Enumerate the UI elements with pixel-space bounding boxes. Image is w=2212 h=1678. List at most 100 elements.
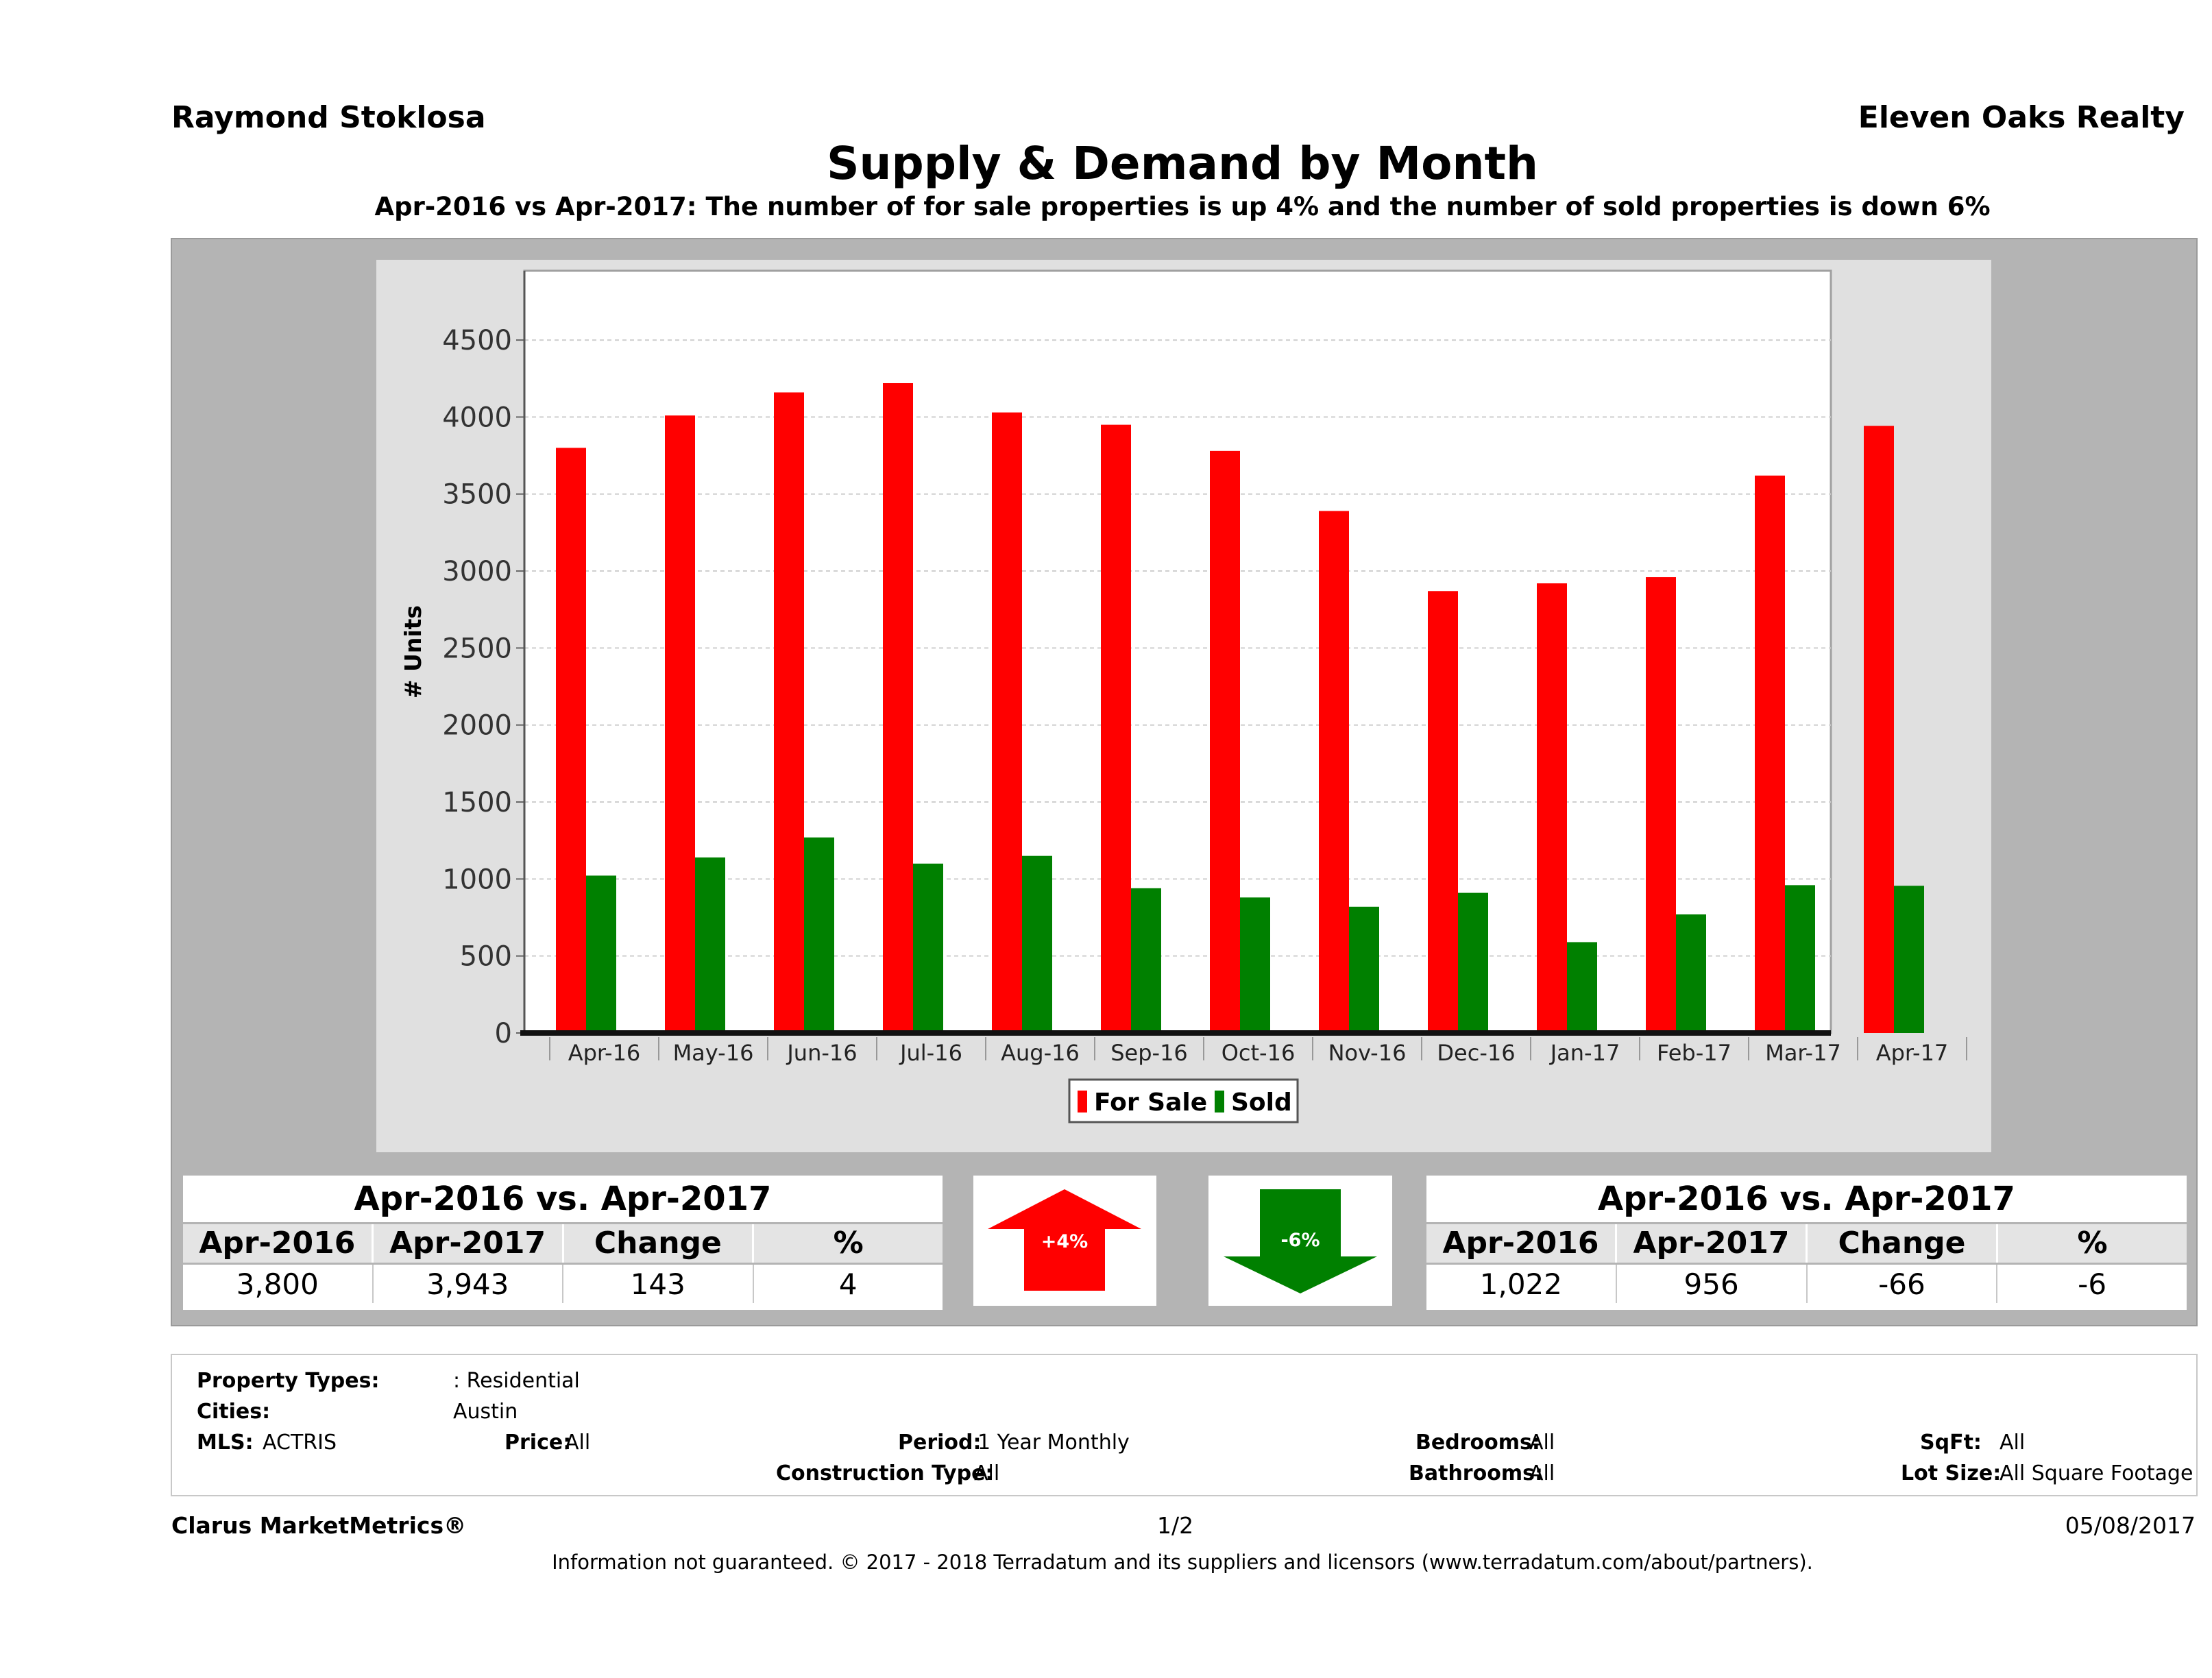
bar-for-sale [774,392,804,1033]
bar-sold [1022,855,1052,1033]
bar-sold [586,875,616,1033]
bar-for-sale [665,415,695,1033]
bar-sold [1785,885,1815,1033]
y-tick-label: 1500 [442,787,512,818]
bar-for-sale [1864,426,1894,1033]
legend-label-sold: Sold [1231,1089,1292,1117]
cell-change: 143 [563,1265,754,1303]
y-tick-label: 2500 [442,633,512,664]
legend-swatch-sold [1215,1091,1224,1112]
mls-label: MLS: [197,1431,254,1455]
cell-apr-2016: 1,022 [1426,1265,1617,1303]
plot-area [523,269,1832,1034]
x-tick-label: Apr-16 [568,1040,641,1066]
y-tick-label: 3000 [442,556,512,587]
x-tick-label: Mar-17 [1765,1040,1841,1066]
col-header-percent: % [2077,1226,2108,1261]
x-tick-label: Oct-16 [1222,1040,1296,1066]
y-tick-label: 4500 [442,325,512,356]
lot-size-value: All Square Footage [2000,1461,2193,1485]
bar-for-sale [1210,450,1240,1033]
search-criteria-box: Property Types: : Residential Cities: Au… [171,1354,2198,1496]
bar-for-sale [1319,511,1349,1033]
down-arrow-label: -6% [1280,1230,1320,1251]
agent-name: Raymond Stoklosa [171,100,486,135]
disclaimer: Information not guaranteed. © 2017 - 201… [552,1551,1813,1574]
x-tick-label: Jul-16 [899,1040,962,1066]
period-value: 1 Year Monthly [977,1431,1130,1455]
x-tick-label: Feb-17 [1657,1040,1731,1066]
sold-stats-panel: Apr-2016 vs. Apr-2017 Apr-2016 Apr-2017 … [1426,1176,2187,1310]
for-sale-stats-header: Apr-2016 Apr-2017 Change % [183,1222,943,1265]
sqft-value: All [2000,1431,2026,1455]
bathrooms-value: All [1529,1461,1555,1485]
company-name: Eleven Oaks Realty [1858,100,2185,135]
construction-type-value: All [974,1461,1000,1485]
col-header-change: Change [1808,1224,1998,1263]
up-arrow-box: +4% [973,1176,1156,1306]
bar-sold [695,857,725,1033]
lot-size-label: Lot Size: [1901,1461,2002,1485]
footer-brand: Clarus MarketMetrics® [171,1512,467,1539]
page-number: 1/2 [1157,1512,1194,1539]
bar-sold [1458,892,1488,1033]
x-tick-label: Sep-16 [1110,1040,1188,1066]
period-label: Period: [898,1431,982,1455]
bar-for-sale [1646,577,1676,1033]
y-tick-label: 0 [495,1018,512,1049]
y-axis-label: # Units [400,605,426,698]
bar-sold [1567,942,1597,1033]
bar-for-sale [1537,583,1567,1033]
up-arrow-icon: +4% [988,1189,1141,1291]
bar-sold [1349,906,1379,1033]
cell-percent: -6 [2078,1267,2107,1301]
sold-stats-header: Apr-2016 Apr-2017 Change % [1426,1222,2187,1265]
up-arrow-label: +4% [1041,1231,1088,1252]
bar-sold [1131,888,1161,1033]
bar-sold [1240,897,1270,1033]
for-sale-stats-panel: Apr-2016 vs. Apr-2017 Apr-2016 Apr-2017 … [183,1176,943,1310]
construction-type-label: Construction Type: [776,1461,994,1485]
x-tick-label: Aug-16 [1001,1040,1080,1066]
cell-apr-2016: 3,800 [183,1265,374,1303]
col-header-change: Change [564,1224,755,1263]
bedrooms-label: Bedrooms: [1415,1431,1540,1455]
cities-label: Cities: [197,1400,271,1424]
col-header-percent: % [833,1226,864,1261]
cell-apr-2017: 956 [1617,1265,1808,1303]
bar-for-sale [992,412,1022,1033]
bar-for-sale [556,448,586,1033]
cell-percent: 4 [838,1267,858,1301]
col-header-apr-2016: Apr-2016 [1426,1224,1617,1263]
report-subtitle: Apr-2016 vs Apr-2017: The number of for … [374,192,1991,221]
bar-for-sale [1428,591,1458,1033]
bar-for-sale [1755,475,1785,1033]
x-tick-label: May-16 [673,1040,754,1066]
bar-for-sale [1101,424,1131,1033]
bar-sold [1676,914,1706,1033]
for-sale-stats-row: 3,800 3,943 143 4 [183,1265,943,1303]
property-types-value: : Residential [453,1369,580,1393]
x-tick-label: Apr-17 [1876,1040,1949,1066]
col-header-apr-2017: Apr-2017 [1617,1224,1808,1263]
x-tick-label: Nov-16 [1328,1040,1407,1066]
y-tick-label: 4000 [442,402,512,433]
bar-sold [913,863,943,1033]
bar-for-sale [883,382,913,1033]
mls-value: ACTRIS [263,1431,337,1455]
property-types-label: Property Types: [197,1369,380,1393]
for-sale-stats-title: Apr-2016 vs. Apr-2017 [354,1180,772,1218]
col-header-apr-2016: Apr-2016 [183,1224,374,1263]
sold-stats-title: Apr-2016 vs. Apr-2017 [1598,1180,2015,1218]
legend-label-for-sale: For Sale [1094,1089,1207,1117]
bathrooms-label: Bathrooms: [1409,1461,1543,1485]
legend-box [1068,1078,1299,1123]
y-tick-label: 3500 [442,479,512,511]
report-date: 05/08/2017 [2065,1512,2196,1539]
down-arrow-icon: -6% [1224,1189,1377,1293]
bedrooms-value: All [1529,1431,1555,1455]
cell-apr-2017: 3,943 [374,1265,563,1303]
cell-change: -66 [1808,1265,1998,1303]
supply-demand-chart: 0 500 1000 1500 2000 2500 3000 3500 4000 4500 # Un… [400,269,1967,1123]
price-value: All [565,1431,591,1455]
